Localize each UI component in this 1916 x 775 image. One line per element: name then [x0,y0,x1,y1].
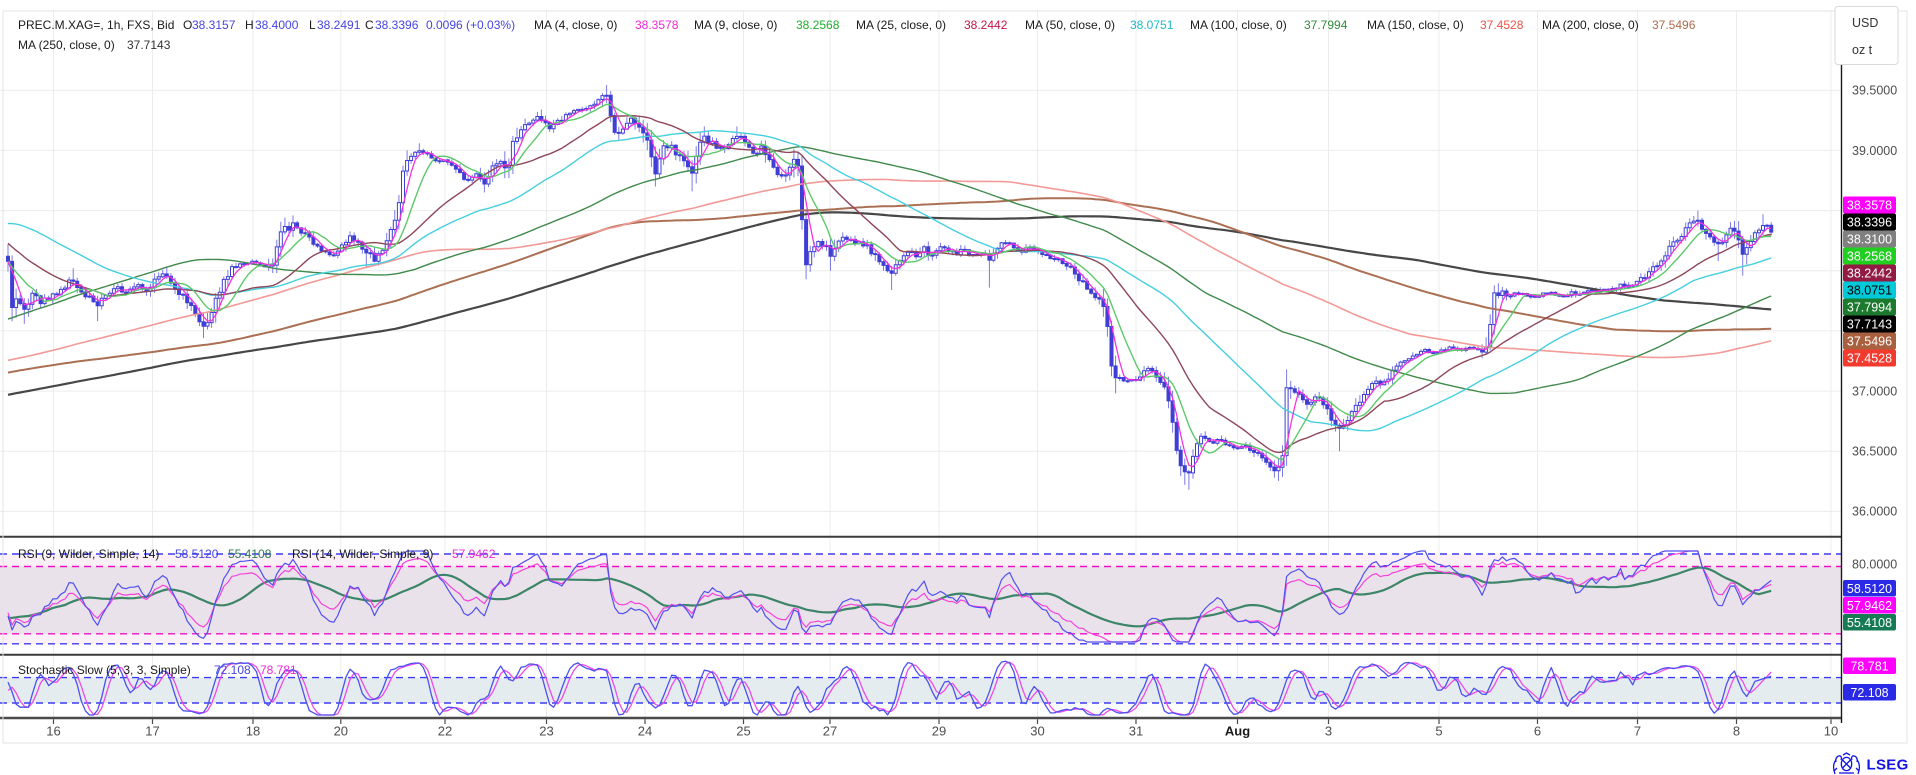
svg-text:57.9462: 57.9462 [452,547,496,561]
svg-text:38.0751: 38.0751 [1130,18,1174,32]
svg-text:38.3100: 38.3100 [1847,233,1892,247]
svg-text:37.4528: 37.4528 [1480,18,1524,32]
svg-text:10: 10 [1824,724,1838,739]
svg-text:80.0000: 80.0000 [1852,558,1897,572]
svg-text:30: 30 [1030,724,1044,739]
svg-text:38.4000: 38.4000 [255,18,299,32]
svg-text:36.5000: 36.5000 [1852,445,1897,459]
svg-text:MA (200, close, 0): MA (200, close, 0) [1542,18,1639,32]
svg-text:57.9462: 57.9462 [1847,599,1892,613]
svg-text:39.0000: 39.0000 [1852,144,1897,158]
svg-text:37.5496: 37.5496 [1652,18,1696,32]
svg-text:L: L [309,18,316,32]
svg-text:5: 5 [1435,724,1442,739]
svg-text:37.0000: 37.0000 [1852,384,1897,398]
svg-text:Aug: Aug [1225,724,1250,739]
svg-text:55.4108: 55.4108 [1847,616,1892,630]
svg-text:37.5496: 37.5496 [1847,335,1892,349]
svg-text:3: 3 [1325,724,1332,739]
svg-text:38.2568: 38.2568 [796,18,840,32]
svg-text:USD: USD [1852,16,1878,30]
svg-text:oz t: oz t [1852,43,1873,57]
svg-text:38.3578: 38.3578 [635,18,679,32]
svg-text:38.2568: 38.2568 [1847,250,1892,264]
svg-text:RSI (14, Wilder, Simple, 9): RSI (14, Wilder, Simple, 9) [292,547,433,561]
svg-text:18: 18 [246,724,260,739]
svg-text:31: 31 [1129,724,1143,739]
svg-text:38.0751: 38.0751 [1847,284,1892,298]
svg-text:38.2442: 38.2442 [1847,267,1892,281]
svg-text:55.4108: 55.4108 [228,547,272,561]
svg-text:MA (100, close, 0): MA (100, close, 0) [1190,18,1287,32]
svg-text:MA (4, close, 0): MA (4, close, 0) [534,18,617,32]
svg-text:36.0000: 36.0000 [1852,505,1897,519]
svg-text:72.108: 72.108 [1850,686,1888,700]
svg-text:MA (150, close, 0): MA (150, close, 0) [1367,18,1464,32]
svg-text:29: 29 [932,724,946,739]
svg-text:MA (25, close, 0): MA (25, close, 0) [856,18,946,32]
svg-text:38.3578: 38.3578 [1847,199,1892,213]
svg-text:MA (9, close, 0): MA (9, close, 0) [694,18,777,32]
svg-text:39.5000: 39.5000 [1852,84,1897,98]
svg-text:58.5120: 58.5120 [1847,582,1892,596]
svg-text:38.3157: 38.3157 [192,18,236,32]
svg-text:PREC.M.XAG=, 1h, FXS, Bid: PREC.M.XAG=, 1h, FXS, Bid [18,18,174,32]
svg-text:O: O [183,18,192,32]
svg-text:H: H [245,18,254,32]
svg-text:RSI (9, Wilder, Simple, 14): RSI (9, Wilder, Simple, 14) [18,547,159,561]
svg-text:38.3396: 38.3396 [375,18,419,32]
svg-text:MA (250, close, 0): MA (250, close, 0) [18,38,115,52]
svg-text:78.781: 78.781 [1850,659,1888,673]
svg-text:8: 8 [1733,724,1740,739]
svg-text:27: 27 [823,724,837,739]
svg-text:7: 7 [1634,724,1641,739]
svg-text:24: 24 [638,724,652,739]
svg-text:LSEG: LSEG [1867,757,1909,774]
svg-text:20: 20 [334,724,348,739]
svg-text:78.781: 78.781 [260,663,297,677]
svg-text:25: 25 [736,724,750,739]
svg-text:C: C [365,18,374,32]
svg-text:37.4528: 37.4528 [1847,352,1892,366]
svg-text:MA (50, close, 0): MA (50, close, 0) [1025,18,1115,32]
svg-text:22: 22 [438,724,452,739]
svg-text:23: 23 [539,724,553,739]
svg-text:37.7143: 37.7143 [127,38,171,52]
svg-text:72.108: 72.108 [214,663,251,677]
svg-text:37.7143: 37.7143 [1847,318,1892,332]
svg-text:58.5120: 58.5120 [175,547,219,561]
svg-text:6: 6 [1534,724,1541,739]
svg-text:0.0096 (+0.03%): 0.0096 (+0.03%) [426,18,515,32]
svg-text:37.7994: 37.7994 [1847,301,1892,315]
svg-text:38.2491: 38.2491 [317,18,361,32]
svg-text:17: 17 [145,724,159,739]
svg-text:38.2442: 38.2442 [964,18,1008,32]
svg-text:38.3396: 38.3396 [1847,216,1892,230]
svg-text:Stochastic Slow (5, 3, 3, Simp: Stochastic Slow (5, 3, 3, Simple) [18,663,191,677]
svg-text:16: 16 [46,724,60,739]
svg-text:37.7994: 37.7994 [1304,18,1348,32]
